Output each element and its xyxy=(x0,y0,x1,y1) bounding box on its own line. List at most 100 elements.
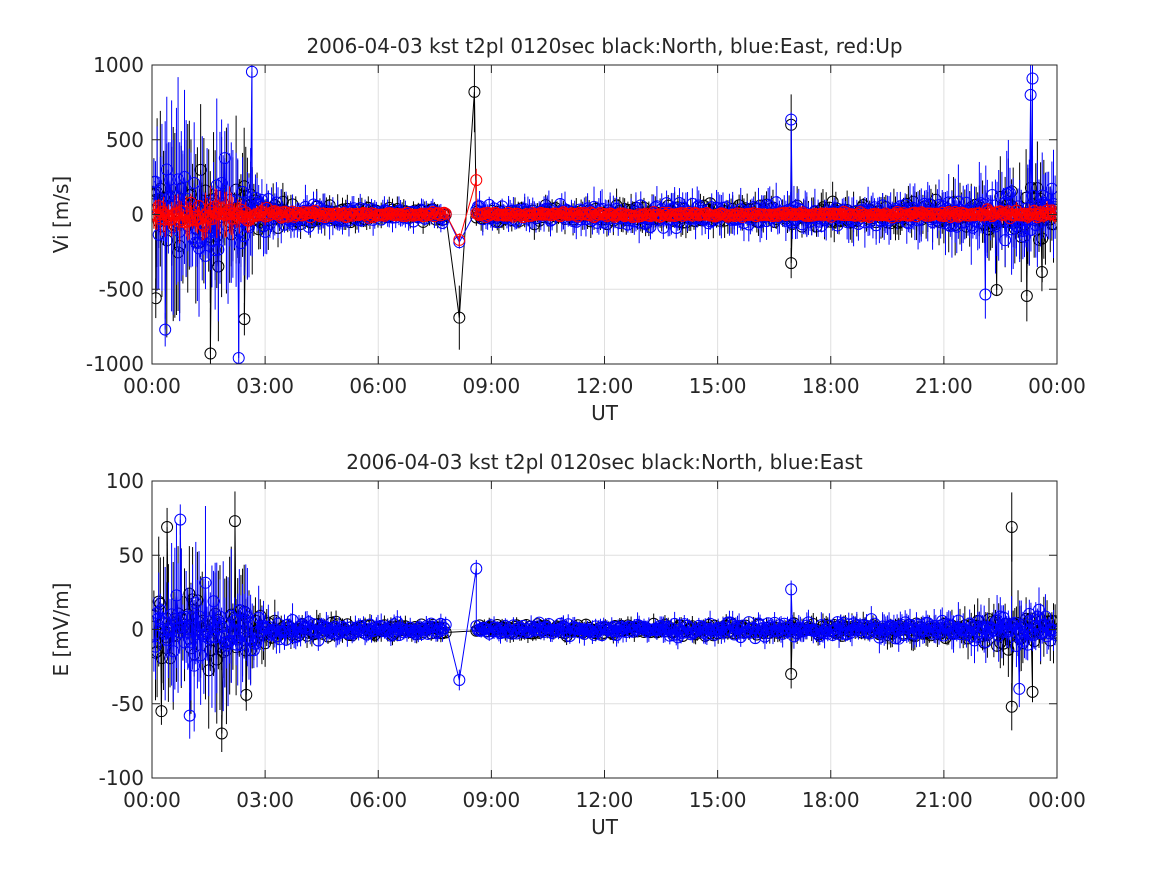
data-point xyxy=(675,207,688,220)
data-point xyxy=(562,209,575,222)
data-point xyxy=(1024,223,1037,236)
data-point xyxy=(816,209,829,222)
data-point xyxy=(183,587,196,600)
data-point xyxy=(453,233,466,246)
y-tick-label: 500 xyxy=(106,128,144,152)
data-point xyxy=(889,207,902,220)
y-tick-label: 1000 xyxy=(93,53,144,77)
data-point xyxy=(657,206,670,219)
x-tick-label: 21:00 xyxy=(915,374,973,398)
data-point xyxy=(155,705,168,718)
panel-electric-field: 00:00 03:00 06:00 09:00 12:00 15:00 18:00 21:00… xyxy=(49,450,1086,839)
data-point xyxy=(470,174,483,187)
data-point xyxy=(453,311,466,324)
data-point xyxy=(1026,189,1039,202)
x-tick-label: 06:00 xyxy=(349,374,407,398)
data-point xyxy=(941,207,954,220)
data-point xyxy=(1005,521,1018,534)
data-point xyxy=(215,202,228,215)
data-point xyxy=(212,208,225,221)
data-point xyxy=(193,242,206,255)
x-tick-label: 03:00 xyxy=(236,374,294,398)
data-point xyxy=(1020,289,1033,302)
y-axis-label: Vi [m/s] xyxy=(49,176,73,253)
data-point xyxy=(1024,88,1037,101)
data-point xyxy=(496,208,509,221)
data-point xyxy=(990,283,1003,296)
data-point xyxy=(434,209,447,222)
data-point xyxy=(1018,230,1031,243)
data-point xyxy=(401,206,414,219)
data-point xyxy=(273,206,286,219)
data-point xyxy=(1003,186,1016,199)
data-point xyxy=(1035,266,1048,279)
data-point xyxy=(152,292,162,305)
data-point xyxy=(236,185,249,198)
data-point xyxy=(292,206,305,219)
data-point xyxy=(191,236,204,249)
data-point xyxy=(152,645,164,658)
data-point xyxy=(468,85,481,98)
data-point xyxy=(855,210,868,223)
data-point xyxy=(1042,207,1055,220)
data-point xyxy=(302,220,315,233)
data-point xyxy=(238,180,251,193)
data-point xyxy=(212,243,225,256)
x-axis-label: UT xyxy=(591,401,619,425)
data-point xyxy=(155,652,168,665)
data-point xyxy=(1026,685,1039,698)
data-point xyxy=(1047,207,1057,220)
data-point xyxy=(184,196,197,209)
data-point xyxy=(986,189,999,202)
data-point xyxy=(240,688,253,701)
data-point xyxy=(802,210,815,223)
data-point xyxy=(205,234,218,247)
y-tick-label: 0 xyxy=(131,203,144,227)
data-point xyxy=(1026,72,1039,85)
data-point xyxy=(576,208,589,221)
series-2 xyxy=(152,168,1057,247)
data-point xyxy=(991,207,1004,220)
data-point xyxy=(188,177,201,190)
x-tick-label: 12:00 xyxy=(576,374,634,398)
data-layer xyxy=(152,491,1057,753)
data-point xyxy=(1039,207,1052,220)
data-point xyxy=(999,234,1012,247)
data-point xyxy=(785,668,798,681)
data-point xyxy=(633,208,646,221)
x-tick-label: 00:00 xyxy=(123,374,181,398)
data-point xyxy=(785,113,798,126)
data-point xyxy=(852,207,865,220)
data-point xyxy=(178,170,191,183)
data-point xyxy=(770,196,783,209)
data-point xyxy=(172,173,185,186)
data-point xyxy=(405,208,418,221)
data-point xyxy=(979,288,992,301)
y-tick-label: -500 xyxy=(99,277,144,301)
data-point xyxy=(1045,182,1057,195)
data-point xyxy=(152,175,162,188)
x-tick-label: 15:00 xyxy=(689,374,747,398)
y-tick-label: -1000 xyxy=(86,352,144,376)
data-point xyxy=(222,205,235,218)
data-point xyxy=(196,218,209,231)
data-point xyxy=(979,209,992,222)
data-point xyxy=(438,206,451,219)
data-point xyxy=(260,201,273,214)
data-layer xyxy=(152,65,1057,364)
data-point xyxy=(670,221,683,234)
x-tick-label: 00:00 xyxy=(1028,374,1086,398)
data-point xyxy=(1045,204,1057,217)
panel-velocity: 00:00 03:00 06:00 09:00 12:00 15:00 18:00 21:00… xyxy=(49,34,1086,425)
x-tick-label: 09:00 xyxy=(463,374,521,398)
data-point xyxy=(159,323,172,336)
data-point xyxy=(683,206,696,219)
data-point xyxy=(785,257,798,270)
data-point xyxy=(170,190,183,203)
data-point xyxy=(439,207,452,220)
data-point xyxy=(193,199,206,212)
data-point xyxy=(433,207,446,220)
data-point xyxy=(215,727,228,740)
data-point xyxy=(152,228,165,241)
